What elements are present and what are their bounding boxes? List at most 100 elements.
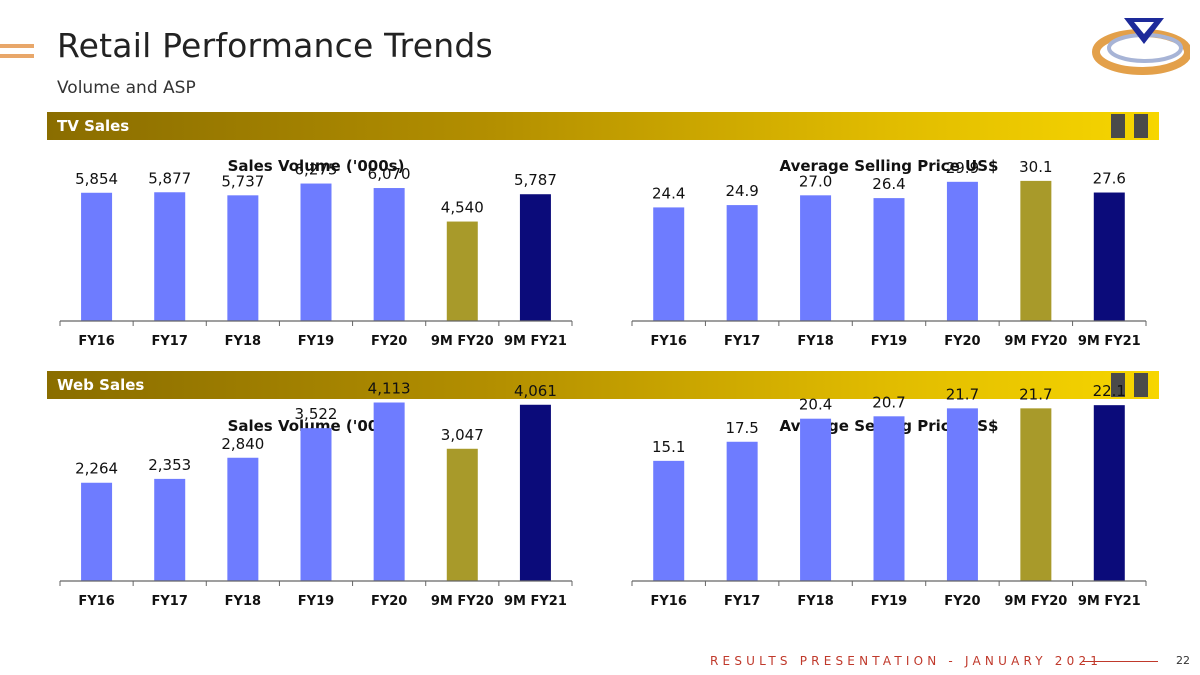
- chart-3-bar-6: [1093, 405, 1125, 581]
- section-label-tv-sales: TV Sales: [57, 117, 130, 135]
- chart-0-category-label-5: 9M FY20: [431, 334, 494, 349]
- chart-0-value-label-5: 4,540: [441, 199, 484, 217]
- band-square-3: [1111, 373, 1125, 397]
- chart-2-category-label-6: 9M FY21: [504, 594, 567, 609]
- chart-3-bar-2: [800, 418, 832, 581]
- chart-3-value-label-5: 21.7: [1019, 385, 1052, 403]
- chart-3-category-label-6: 9M FY21: [1078, 594, 1141, 609]
- chart-3-value-label-1: 17.5: [725, 419, 758, 437]
- chart-3-category-label-5: 9M FY20: [1004, 594, 1067, 609]
- band-square-2: [1134, 114, 1148, 138]
- chart-2-category-label-0: FY16: [78, 594, 114, 609]
- chart-1-category-label-3: FY19: [871, 334, 907, 349]
- band-square-1: [1111, 114, 1125, 138]
- title-accent-line-top: [0, 44, 34, 48]
- chart-1-title: Average Selling Price US$: [780, 157, 999, 175]
- chart-1-value-label-6: 27.6: [1093, 170, 1126, 188]
- chart-1-bar-4: [946, 181, 978, 321]
- chart-2-bar-1: [154, 478, 186, 581]
- chart-2-category-label-4: FY20: [371, 594, 407, 609]
- chart-3-value-label-3: 20.7: [872, 393, 905, 411]
- chart-3-value-label-0: 15.1: [652, 438, 685, 456]
- page-subtitle: Volume and ASP: [57, 78, 196, 98]
- company-logo: [1092, 18, 1190, 75]
- chart-2-category-label-5: 9M FY20: [431, 594, 494, 609]
- chart-2-bar-3: [300, 428, 332, 581]
- chart-0-category-label-0: FY16: [78, 334, 114, 349]
- chart-3-category-label-2: FY18: [797, 594, 833, 609]
- chart-3-category-label-0: FY16: [651, 594, 687, 609]
- title-accent-line-bottom: [0, 54, 34, 58]
- chart-1-value-label-5: 30.1: [1019, 158, 1052, 176]
- chart-1-bar-6: [1093, 192, 1125, 321]
- chart-1-value-label-0: 24.4: [652, 184, 685, 202]
- chart-1-category-label-2: FY18: [797, 334, 833, 349]
- chart-2-bar-5: [446, 448, 478, 581]
- page-number: 22: [1176, 654, 1190, 667]
- chart-2-value-label-3: 3,522: [295, 405, 338, 423]
- chart-1-bar-0: [653, 207, 685, 321]
- section-label-web-sales: Web Sales: [57, 376, 145, 394]
- chart-2-value-label-1: 2,353: [148, 456, 191, 474]
- section-band-web-sales: Web Sales: [47, 371, 1159, 399]
- chart-0-category-label-1: FY17: [152, 334, 188, 349]
- logo-diamond-cut: [1134, 22, 1154, 34]
- chart-1-category-label-5: 9M FY20: [1004, 334, 1067, 349]
- page-title: Retail Performance Trends: [57, 26, 493, 65]
- chart-0-bar-1: [154, 192, 186, 321]
- chart-0-category-label-3: FY19: [298, 334, 334, 349]
- chart-2-value-label-2: 2,840: [221, 435, 264, 453]
- chart-1-value-label-2: 27.0: [799, 172, 832, 190]
- section-band-tv-sales: TV Sales: [47, 112, 1159, 140]
- chart-2-category-label-3: FY19: [298, 594, 334, 609]
- chart-3-bar-5: [1020, 408, 1052, 581]
- chart-0-bar-3: [300, 183, 332, 321]
- chart-2-value-label-0: 2,264: [75, 460, 118, 478]
- chart-3-bar-1: [726, 441, 758, 581]
- chart-0-value-label-2: 5,737: [221, 172, 264, 190]
- chart-0-category-label-6: 9M FY21: [504, 334, 567, 349]
- chart-0-category-label-4: FY20: [371, 334, 407, 349]
- chart-0-bar-2: [227, 195, 259, 321]
- chart-0-category-label-2: FY18: [225, 334, 261, 349]
- chart-0-bar-6: [519, 194, 551, 321]
- chart-3-bar-3: [873, 416, 905, 581]
- chart-3-category-label-1: FY17: [724, 594, 760, 609]
- chart-1-bar-5: [1020, 180, 1052, 321]
- chart-3-value-label-4: 21.7: [946, 385, 979, 403]
- chart-2-category-label-2: FY18: [225, 594, 261, 609]
- chart-3-category-label-3: FY19: [871, 594, 907, 609]
- chart-1-bar-2: [800, 195, 832, 321]
- chart-1-value-label-1: 24.9: [725, 182, 758, 200]
- chart-2-value-label-4: 4,113: [368, 380, 411, 398]
- chart-1-value-label-3: 26.4: [872, 175, 905, 193]
- chart-1-value-label-4: 29.9: [946, 159, 979, 177]
- chart-1-category-label-6: 9M FY21: [1078, 334, 1141, 349]
- chart-3-category-label-4: FY20: [944, 594, 980, 609]
- chart-0-value-label-0: 5,854: [75, 170, 118, 188]
- chart-0-value-label-1: 5,877: [148, 169, 191, 187]
- chart-0-title: Sales Volume ('000s): [228, 157, 405, 175]
- band-square-4: [1134, 373, 1148, 397]
- footer-text: RESULTS PRESENTATION - JANUARY 2021: [710, 654, 1103, 668]
- chart-0-bar-4: [373, 188, 405, 321]
- chart-1-bar-1: [726, 205, 758, 321]
- chart-1-category-label-4: FY20: [944, 334, 980, 349]
- chart-0-bar-5: [446, 221, 478, 321]
- chart-0-bar-0: [81, 192, 113, 321]
- footer-rule: [1082, 661, 1158, 662]
- chart-2-bar-2: [227, 457, 259, 581]
- chart-3-value-label-2: 20.4: [799, 396, 832, 414]
- chart-2-bar-6: [519, 404, 551, 581]
- chart-2-value-label-5: 3,047: [441, 426, 484, 444]
- chart-0-value-label-6: 5,787: [514, 171, 557, 189]
- chart-3-bar-4: [946, 408, 978, 581]
- chart-0-value-label-3: 6,275: [295, 161, 338, 179]
- chart-3-bar-0: [653, 460, 685, 581]
- chart-3-value-label-6: 22.1: [1093, 382, 1126, 400]
- chart-1-category-label-0: FY16: [651, 334, 687, 349]
- chart-1-category-label-1: FY17: [724, 334, 760, 349]
- chart-0-value-label-4: 6,070: [368, 165, 411, 183]
- chart-1-bar-3: [873, 198, 905, 321]
